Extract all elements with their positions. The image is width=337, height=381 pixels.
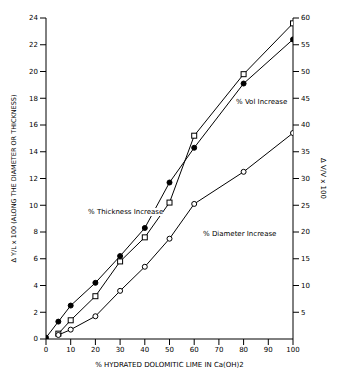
svg-text:12: 12 <box>29 175 38 183</box>
svg-text:60: 60 <box>301 14 310 22</box>
svg-text:80: 80 <box>239 346 248 354</box>
svg-text:60: 60 <box>190 346 199 354</box>
svg-text:55: 55 <box>301 41 310 49</box>
svg-text:18: 18 <box>29 95 38 103</box>
html-text:% Vol Increase: % Vol Increase <box>236 98 288 106</box>
svg-text:100: 100 <box>286 346 299 354</box>
svg-text:0: 0 <box>44 346 48 354</box>
svg-text:Δ V/V x 100: Δ V/V x 100 <box>319 158 327 199</box>
svg-text:20: 20 <box>91 346 100 354</box>
svg-text:30: 30 <box>116 346 125 354</box>
html-text:% Thickness Increase: % Thickness Increase <box>88 208 164 216</box>
svg-text:40: 40 <box>140 346 149 354</box>
svg-text:14: 14 <box>29 148 38 156</box>
svg-text:40: 40 <box>301 121 310 129</box>
svg-text:25: 25 <box>301 202 310 210</box>
svg-text:90: 90 <box>264 346 273 354</box>
html-text:% Diameter Increase: % Diameter Increase <box>203 230 277 238</box>
svg-text:% HYDRATED DOLOMITIC LIME IN C: % HYDRATED DOLOMITIC LIME IN Ca(OH)2 <box>95 361 244 369</box>
svg-text:50: 50 <box>301 68 310 76</box>
svg-text:4: 4 <box>34 282 39 290</box>
svg-text:10: 10 <box>29 202 38 210</box>
svg-text:0: 0 <box>34 335 38 343</box>
svg-text:10: 10 <box>301 282 310 290</box>
svg-text:2: 2 <box>34 309 38 317</box>
svg-text:20: 20 <box>301 228 310 236</box>
svg-text:5: 5 <box>301 309 305 317</box>
svg-text:Δ Y/L x 100 (ALONG THE DIAMETE: Δ Y/L x 100 (ALONG THE DIAMETER OR THICK… <box>10 94 18 262</box>
svg-text:22: 22 <box>29 41 38 49</box>
svg-text:35: 35 <box>301 148 310 156</box>
svg-text:70: 70 <box>214 346 223 354</box>
svg-text:24: 24 <box>29 14 38 22</box>
svg-text:20: 20 <box>29 68 38 76</box>
svg-text:16: 16 <box>29 121 38 129</box>
svg-text:10: 10 <box>66 346 75 354</box>
svg-text:8: 8 <box>34 228 38 236</box>
svg-text:30: 30 <box>301 175 310 183</box>
svg-text:45: 45 <box>301 95 310 103</box>
svg-text:15: 15 <box>301 255 310 263</box>
svg-text:50: 50 <box>165 346 174 354</box>
svg-text:6: 6 <box>34 255 39 263</box>
